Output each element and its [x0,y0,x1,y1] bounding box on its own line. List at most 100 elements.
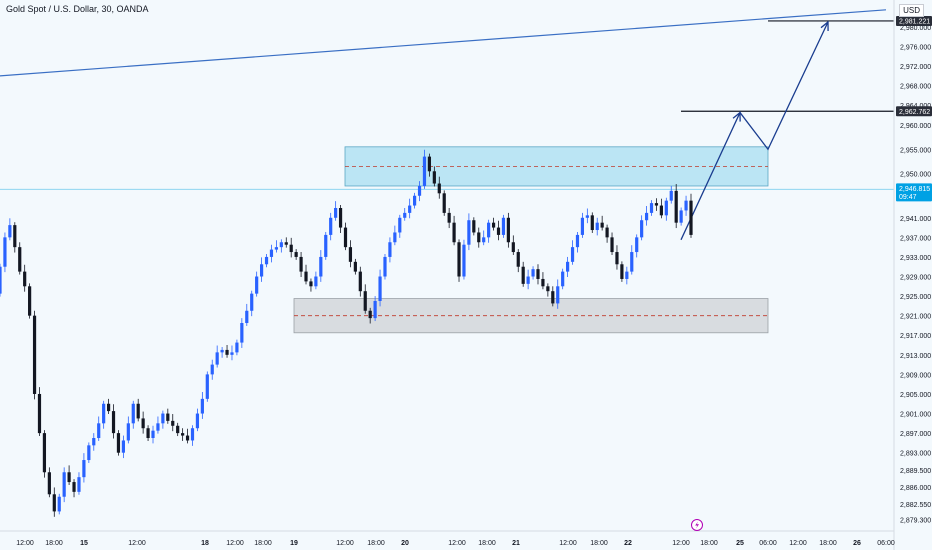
candle-body [131,403,135,424]
candle-body [640,220,644,238]
candle-body [329,217,333,235]
target-tag-2-label: 2,981.221 [899,18,930,25]
y-tick-label: 2,925.000 [900,294,931,301]
candle-body [309,281,313,287]
y-tick-label: 2,913.000 [900,353,931,360]
candle-body [388,242,392,257]
y-tick-label: 2,905.000 [900,392,931,399]
candle-body [442,193,446,213]
candle-body [649,203,654,213]
candle-body [625,271,629,279]
candle-body [526,276,530,284]
x-tick-label: 19 [290,540,298,547]
candle-body [62,472,66,497]
candle-body [398,217,402,233]
candle-body [338,207,343,228]
x-tick-label: 22 [624,540,632,547]
candle-body [348,247,353,262]
candle-body [600,222,604,228]
x-tick-label: 12:00 [336,540,354,547]
candle-body [8,225,12,238]
candle-body [590,215,594,231]
candle-body [408,205,412,213]
y-tick-label: 2,976.000 [900,44,931,51]
y-tick-label: 2,886.000 [900,485,931,492]
candle-body [511,242,515,253]
candle-body [580,217,585,235]
candle-body [620,264,624,279]
y-tick-label: 2,933.000 [900,255,931,262]
candle-body [561,271,565,287]
candle-body [358,271,362,292]
zones-layer [293,146,769,334]
target-tag-2 [896,15,932,26]
candle-body [363,291,367,311]
candle-body [659,205,663,216]
y-tick-label: 2,897.000 [900,431,931,438]
candle-body [324,234,328,257]
x-tick-label: 12:00 [789,540,807,547]
candle-body [654,203,659,206]
y-tick-label: 2,937.000 [900,235,931,242]
candle-body [195,413,200,429]
y-tick-label: 2,917.000 [900,333,931,340]
candle-body [403,212,407,218]
current-price-tag [896,183,932,202]
currency-button[interactable]: USD [899,4,924,17]
candle-body [82,460,86,478]
x-tick-label: 18:00 [254,540,272,547]
y-tick-label: 2,968.000 [900,84,931,91]
x-tick-label: 18:00 [45,540,63,547]
candle-body [452,222,456,243]
projection-arrowhead-1 [732,111,741,122]
x-tick-label: 12:00 [559,540,577,547]
candle-body [190,428,195,441]
candle-body [541,278,545,287]
candle-body [487,222,491,238]
candle-body [610,237,614,253]
y-tick-label: 2,960.000 [900,123,931,130]
candle-body [334,207,338,218]
x-tick-label: 26 [853,540,861,547]
y-tick-label: 2,901.000 [900,412,931,419]
candle-body [319,256,323,277]
candle-body [516,252,520,267]
candle-body [437,183,441,194]
candle-body [161,413,165,424]
x-tick-label: 12:00 [16,540,34,547]
candle-body [220,349,224,353]
candle-body [284,242,288,245]
current-price-tag-label: 09:47 [899,194,917,201]
y-tick-label: 2,955.000 [900,147,931,154]
candle-body [491,222,496,228]
candle-body [299,256,303,272]
candle-body [72,482,76,492]
candle-body [570,247,575,262]
candle-body [417,185,422,196]
y-tick-label: 2,980.000 [900,25,931,32]
candle-body [427,156,432,172]
candle-body [255,276,259,294]
candle-body [413,195,417,206]
candle-body [42,433,47,473]
y-tick-label: 2,941.000 [900,216,931,223]
candle-body [210,364,214,375]
candle-body [151,430,155,439]
candle-body [92,438,96,446]
candle-body [87,445,91,461]
candle-body [684,200,688,211]
candle-body [536,269,540,279]
candle-body [477,232,481,243]
candle-body [156,423,160,431]
projection-path [680,21,829,241]
y-tick-label: 2,972.000 [900,64,931,71]
trendline [0,9,887,77]
target-tag-1 [896,106,932,117]
candle-body [373,300,377,319]
candle-body [595,222,599,231]
x-tick-label: 20 [401,540,409,547]
candle-body [472,220,476,233]
